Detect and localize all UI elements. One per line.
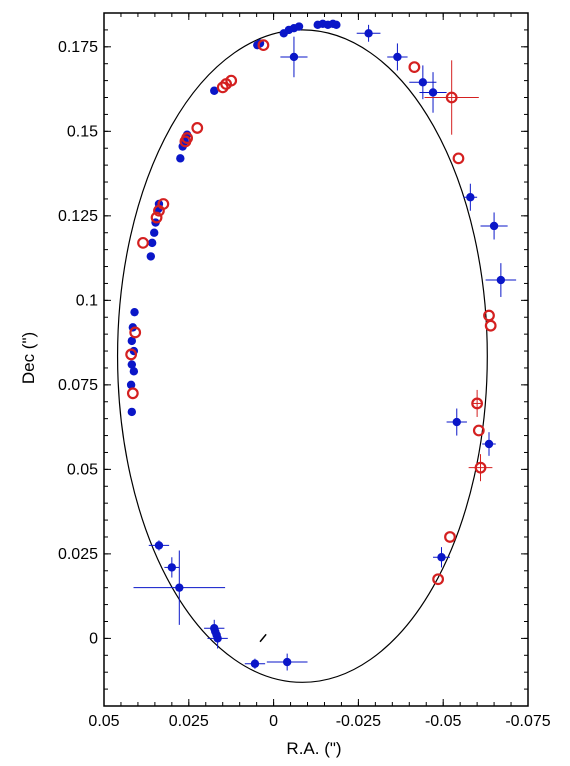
data-point-blue bbox=[147, 238, 157, 248]
data-point-blue bbox=[175, 583, 184, 592]
y-tick-label: 0 bbox=[89, 630, 98, 647]
data-point-blue bbox=[466, 193, 475, 202]
data-point-blue bbox=[146, 252, 156, 261]
ticks-layer: 0.05 0.025 0 -0.025 -0.05 -0.075 0 0.025 0.05 0.0… bbox=[58, 13, 551, 730]
data-point-blue bbox=[364, 29, 373, 38]
data-point-red bbox=[137, 236, 149, 249]
data-point-blue bbox=[289, 52, 299, 62]
data-point-blue bbox=[129, 367, 139, 376]
data-point-blue bbox=[452, 417, 461, 427]
x-tick-label: -0.075 bbox=[505, 713, 550, 730]
data-point-blue bbox=[127, 360, 137, 369]
y-axis-label: Dec (") bbox=[19, 332, 38, 384]
y-tick-label: 0.125 bbox=[58, 208, 98, 225]
data-point-blue bbox=[418, 78, 428, 87]
x-tick-label: -0.05 bbox=[425, 713, 462, 730]
data-point-red bbox=[150, 211, 163, 224]
data-point-red bbox=[445, 91, 458, 104]
y-tick-label: 0.025 bbox=[58, 546, 98, 563]
data-point-red bbox=[444, 531, 456, 543]
data-point-red bbox=[257, 39, 270, 52]
y-tick-label: 0.05 bbox=[67, 461, 98, 478]
x-tick-label: 0 bbox=[269, 713, 278, 730]
data-point-blue bbox=[294, 22, 304, 31]
data-point-blue bbox=[250, 659, 260, 668]
data-point-blue bbox=[127, 407, 137, 417]
data-point-blue bbox=[176, 154, 185, 163]
orbit-node-mark bbox=[259, 633, 267, 643]
orbit-ellipse bbox=[116, 29, 488, 683]
data-point-red bbox=[408, 61, 421, 73]
data-point-blue bbox=[282, 657, 292, 667]
data-point-blue bbox=[428, 88, 438, 97]
x-tick-label: 0.025 bbox=[169, 713, 209, 730]
data-point-blue bbox=[210, 86, 219, 95]
x-tick-label: 0.05 bbox=[88, 713, 119, 730]
data-point-blue bbox=[213, 634, 222, 643]
x-tick-label: -0.025 bbox=[336, 713, 381, 730]
data-point-blue bbox=[484, 439, 494, 449]
plot-frame bbox=[103, 12, 529, 707]
data-point-blue bbox=[167, 563, 177, 572]
y-tick-label: 0.15 bbox=[67, 123, 98, 140]
data-point-red bbox=[474, 461, 487, 474]
data-point-blue bbox=[393, 52, 402, 62]
data-point-red bbox=[125, 348, 138, 361]
data-point-red bbox=[472, 424, 485, 437]
orbit-layer bbox=[116, 29, 488, 683]
data-point-blue bbox=[496, 275, 506, 285]
data-point-red bbox=[216, 81, 229, 94]
data-point-blue bbox=[489, 221, 499, 231]
points-layer bbox=[125, 19, 517, 671]
data-point-red bbox=[432, 573, 445, 586]
data-point-red bbox=[126, 387, 139, 400]
data-point-red bbox=[157, 198, 170, 210]
data-point-blue bbox=[154, 541, 164, 550]
y-tick-label: 0.075 bbox=[58, 377, 98, 394]
data-point-blue bbox=[332, 20, 341, 30]
y-tick-label: 0.1 bbox=[76, 292, 98, 309]
data-point-blue bbox=[130, 307, 139, 317]
data-point-red bbox=[191, 122, 204, 134]
data-point-red bbox=[452, 152, 465, 165]
data-point-red bbox=[225, 74, 238, 87]
data-point-red bbox=[471, 397, 484, 410]
x-axis-label: R.A. (") bbox=[286, 739, 341, 758]
data-point-blue bbox=[127, 336, 137, 346]
data-point-blue bbox=[126, 380, 136, 390]
data-point-blue bbox=[150, 228, 159, 237]
data-point-red bbox=[129, 326, 142, 339]
data-point-blue bbox=[437, 553, 446, 562]
data-point-red bbox=[181, 132, 194, 144]
data-point-red bbox=[484, 319, 497, 332]
frame-layer bbox=[103, 12, 529, 707]
y-tick-label: 0.175 bbox=[58, 39, 98, 56]
